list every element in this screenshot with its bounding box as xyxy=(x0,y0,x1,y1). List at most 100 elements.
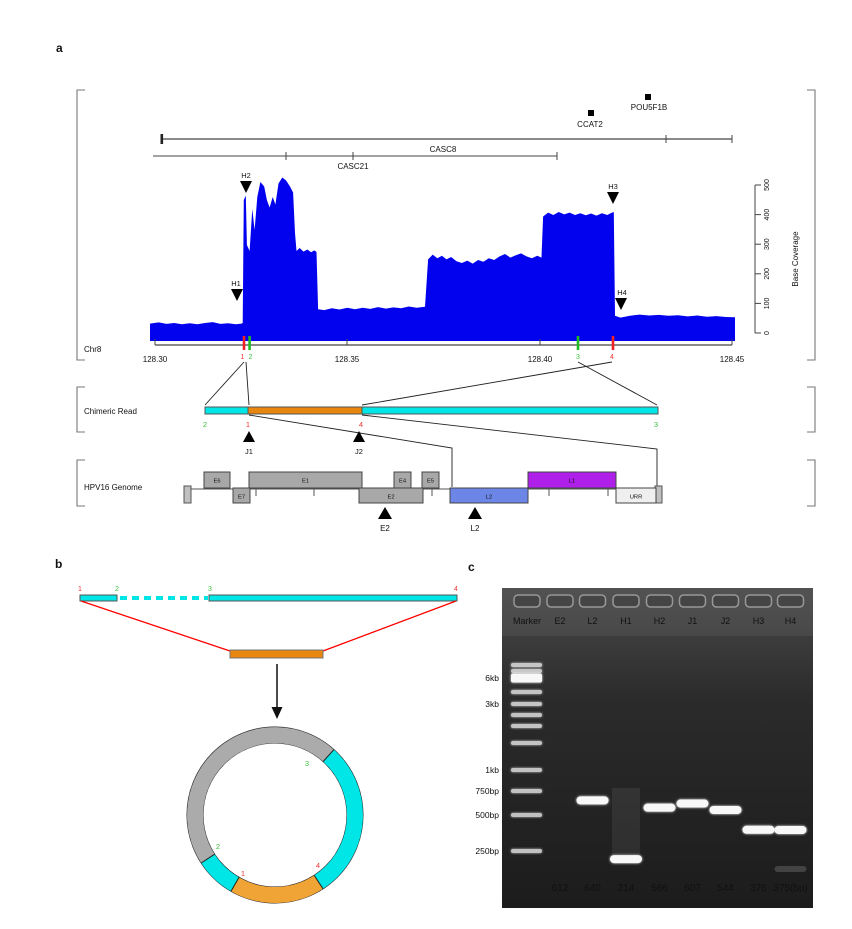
y-ticklabel-100: 100 xyxy=(764,297,771,309)
hpv-l1-label: L1 xyxy=(569,479,575,485)
l2-marker-label: L2 xyxy=(471,524,480,533)
b-bar-bp-3: 3 xyxy=(208,586,212,593)
read-bp-4: 4 xyxy=(359,420,363,429)
chimeric-read-bar xyxy=(204,406,659,415)
gel-product-size: 612 xyxy=(552,883,569,894)
gene-tracks: CASC8 CASC21 CCAT2 POU5F1B xyxy=(153,94,733,171)
h2-label: H2 xyxy=(241,171,251,180)
gel-image: Marker E2 L2 H1 H2 J1 J2 H3 H4 6kb 3kb 1kb 750bp 500b… xyxy=(475,588,813,908)
gel-size-label: 500bp xyxy=(475,810,499,820)
gel-band xyxy=(676,799,709,808)
panel-a-brackets xyxy=(76,89,816,507)
hpv-gene-urr xyxy=(615,487,657,504)
x-ticklabel-2: 128.35 xyxy=(335,355,360,364)
gel-lane-label: L2 xyxy=(587,616,597,626)
y-ticklabel-0: 0 xyxy=(764,331,771,335)
gel-well xyxy=(612,594,640,608)
connector-tick2-read1 xyxy=(245,361,250,406)
gel-size-label: 6kb xyxy=(485,673,499,683)
j1-arrow-icon xyxy=(243,431,255,442)
axis-bp-2: 2 xyxy=(249,354,253,361)
read-segment-cyan-left xyxy=(204,406,249,415)
l2-marker-arrow-icon xyxy=(468,507,482,519)
panel-a-label: a xyxy=(56,41,63,55)
y-ticklabel-500: 500 xyxy=(764,179,771,191)
hpv-e2-label: E2 xyxy=(387,495,394,501)
read-bp-1: 1 xyxy=(246,420,250,429)
breakpoint-tick-2 xyxy=(248,336,251,350)
circle-arc-orange xyxy=(231,875,323,903)
gel-band xyxy=(576,796,609,805)
row-label-chimeric-read: Chimeric Read xyxy=(84,407,137,416)
gel-smear xyxy=(612,788,640,854)
gel-size-label: 1kb xyxy=(485,765,499,775)
gel-well xyxy=(578,594,607,608)
gel-marker-band xyxy=(511,849,542,853)
gel-lane-label: H3 xyxy=(753,616,765,626)
connector-tick1-read2 xyxy=(204,361,245,406)
e2-marker-arrow-icon xyxy=(378,507,392,519)
gel-smear xyxy=(774,866,807,872)
h4-arrow-icon xyxy=(615,298,627,310)
read-segment-cyan-right xyxy=(361,406,659,415)
hpv-gene-e2 xyxy=(358,487,424,504)
j2-arrow-icon xyxy=(353,431,365,442)
x-ticklabel-1: 128.30 xyxy=(143,355,168,364)
gel-lane-label: J2 xyxy=(721,616,731,626)
y-ticklabel-400: 400 xyxy=(764,209,771,221)
gel-band xyxy=(643,803,676,812)
breakpoint-tick-3 xyxy=(576,336,580,350)
casc8-start-tick xyxy=(160,134,164,144)
gel-marker-band xyxy=(511,702,542,706)
bracket-left-hpv xyxy=(76,459,85,507)
gel-lane-label: H2 xyxy=(654,616,666,626)
breakpoint-tick-4 xyxy=(611,336,615,350)
bracket-right-read xyxy=(807,386,816,433)
gel-background xyxy=(502,588,813,908)
gel-well xyxy=(645,594,674,608)
y-ticklabel-200: 200 xyxy=(764,268,771,280)
b-down-arrow-icon xyxy=(271,707,283,719)
gel-product-size: 640 xyxy=(584,883,601,894)
hpv-gene-e5 xyxy=(421,471,440,489)
gel-marker-band xyxy=(511,741,542,745)
gel-marker-band xyxy=(511,724,542,728)
hpv16-genome-map: E6 E7 E1 E2 E4 E5 L2 L1 URR E2 L2 xyxy=(183,471,663,533)
circle-arc-cyan-long xyxy=(314,749,363,889)
b-fold-line-right xyxy=(322,600,457,652)
gel-marker-band xyxy=(511,673,542,683)
gel-marker-band xyxy=(511,768,542,772)
connector-read1-hpv-l2 xyxy=(248,414,453,487)
b-bar-cyan-right xyxy=(208,594,458,602)
hpv-scale-ticks xyxy=(255,489,609,496)
gel-product-size: 214 xyxy=(618,883,635,894)
bracket-left-coverage xyxy=(76,89,85,361)
bracket-right-coverage xyxy=(807,89,816,361)
gel-band xyxy=(774,825,807,834)
gel-well xyxy=(776,594,805,608)
axis-bp-1: 1 xyxy=(241,354,245,361)
circle-bp-2: 2 xyxy=(216,842,220,851)
row-label-chr8: Chr8 xyxy=(84,345,102,354)
gel-lane-label: Marker xyxy=(513,616,541,626)
gel-well xyxy=(744,594,773,608)
gel-lanes-group: Marker E2 L2 H1 H2 J1 J2 H3 H4 6kb 3kb 1kb 750bp 500b… xyxy=(475,594,808,894)
gel-lane-label: J1 xyxy=(688,616,698,626)
pou5f1b-gene-box xyxy=(645,94,651,100)
gel-well xyxy=(513,594,541,608)
hpv-e6-label: E6 xyxy=(213,479,220,485)
ccat2-gene-box xyxy=(588,110,594,116)
y-axis-title: Base Coverage xyxy=(791,231,800,287)
hpv-gene-e7 xyxy=(232,487,251,504)
gel-lane-label: H4 xyxy=(785,616,797,626)
gel-band xyxy=(610,855,642,864)
circle-bp-3: 3 xyxy=(305,759,309,768)
h3-arrow-icon xyxy=(607,192,619,204)
gel-marker-band xyxy=(511,669,542,673)
gel-size-label: 750bp xyxy=(475,786,499,796)
gel-lane-label: H1 xyxy=(620,616,632,626)
hpv-gene-e4 xyxy=(393,471,412,489)
b-orange-insert-bar xyxy=(229,649,324,659)
